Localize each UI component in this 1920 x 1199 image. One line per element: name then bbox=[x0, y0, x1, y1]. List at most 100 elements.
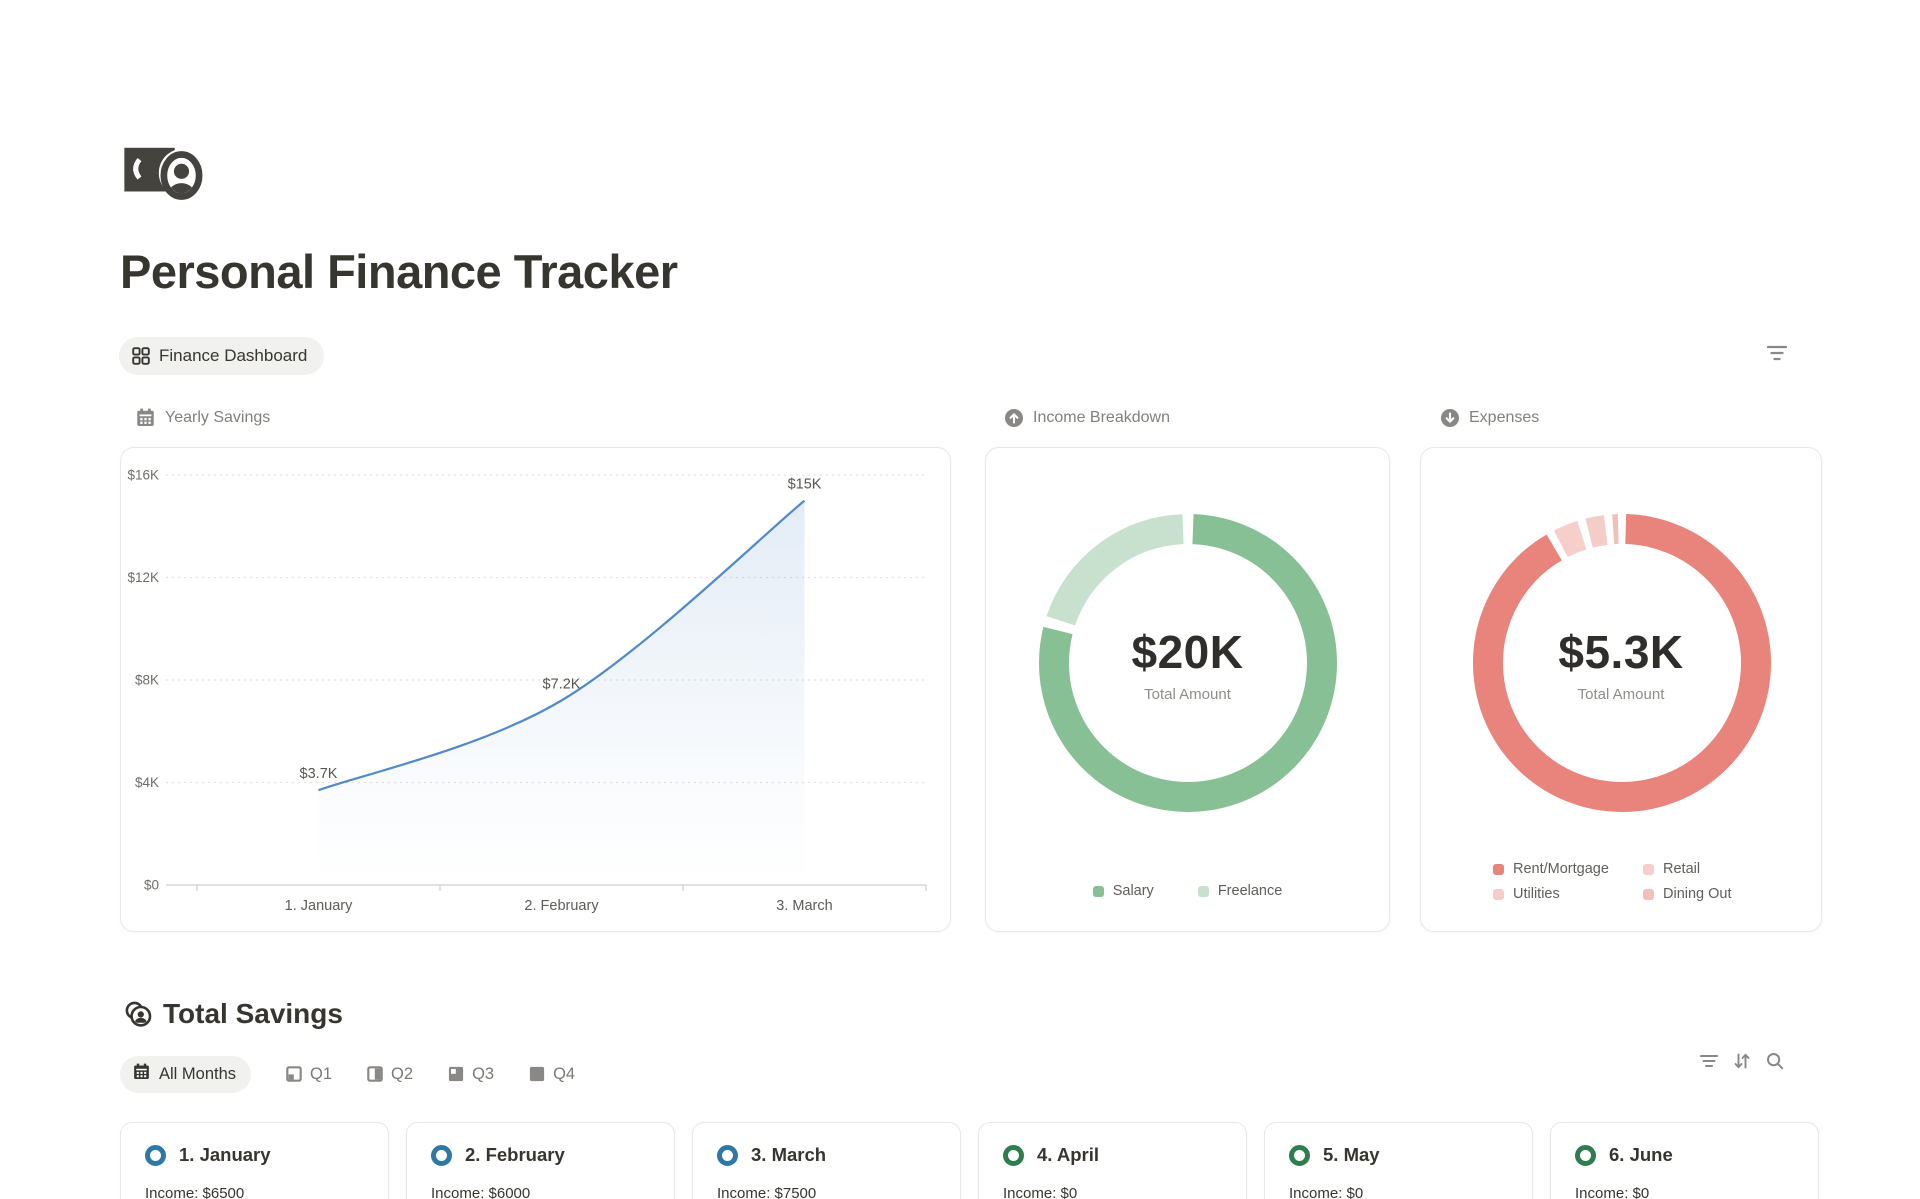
legend-label: Dining Out bbox=[1663, 886, 1732, 902]
tab-q3[interactable]: Q3 bbox=[448, 1065, 494, 1084]
month-card[interactable]: 4. April Income: $0 bbox=[978, 1122, 1247, 1199]
tab-label: Q2 bbox=[391, 1064, 414, 1083]
month-card-income: Income: $0 bbox=[1003, 1185, 1078, 1199]
month-card-title: 1. January bbox=[179, 1144, 271, 1165]
legend-swatch bbox=[1493, 863, 1504, 875]
svg-text:2. February: 2. February bbox=[524, 898, 599, 914]
section-title-income-breakdown: Income Breakdown bbox=[1004, 408, 1170, 428]
month-card[interactable]: 2. February Income: $6000 bbox=[406, 1122, 675, 1199]
status-ring-icon bbox=[717, 1144, 738, 1166]
month-card-header: 1. January bbox=[145, 1144, 364, 1166]
legend-label: Retail bbox=[1663, 861, 1701, 877]
legend-item: Freelance bbox=[1197, 882, 1283, 900]
calendar-icon bbox=[133, 1063, 150, 1085]
quarter-4-icon bbox=[529, 1066, 545, 1082]
legend-label: Utilities bbox=[1513, 886, 1560, 902]
month-card[interactable]: 6. June Income: $0 bbox=[1550, 1122, 1819, 1199]
legend-swatch bbox=[1197, 885, 1209, 897]
money-icon bbox=[121, 136, 208, 210]
income-legend: Salary Freelance bbox=[986, 882, 1389, 900]
section-title-label: Expenses bbox=[1469, 409, 1540, 426]
sort-icon[interactable] bbox=[1732, 1051, 1752, 1071]
view-tab-finance-dashboard[interactable]: Finance Dashboard bbox=[119, 337, 325, 375]
total-savings-title: Total Savings bbox=[163, 998, 343, 1029]
month-card-title: 2. February bbox=[465, 1144, 565, 1165]
month-card-header: 2. February bbox=[431, 1144, 650, 1166]
section-title-expenses: Expenses bbox=[1440, 408, 1539, 428]
legend-item: Retail bbox=[1643, 860, 1732, 878]
month-filter-tabs: All Months Q1 Q2 Q3 Q4 bbox=[120, 1055, 575, 1093]
yearly-savings-chart: $16K $12K $8K $4K $0 1. January 2. February 3. … bbox=[127, 468, 927, 914]
month-card-income: Income: $7500 bbox=[717, 1185, 817, 1199]
month-card-header: 4. April bbox=[1003, 1144, 1222, 1166]
legend-item: Utilities bbox=[1493, 885, 1643, 903]
expenses-chart bbox=[1473, 514, 1771, 812]
tab-q1[interactable]: Q1 bbox=[286, 1065, 332, 1084]
tab-label: Q3 bbox=[472, 1064, 495, 1083]
expenses-card: $5.3K Total Amount Rent/Mortgage Retail Ut… bbox=[1420, 447, 1822, 932]
svg-text:1. January: 1. January bbox=[285, 898, 353, 914]
total-savings-section-header: Total Savings bbox=[124, 998, 343, 1030]
status-ring-icon bbox=[145, 1144, 166, 1166]
svg-text:$3.7K: $3.7K bbox=[300, 766, 338, 782]
month-card[interactable]: 1. January Income: $6500 bbox=[120, 1122, 389, 1199]
legend-label: Salary bbox=[1112, 883, 1154, 899]
legend-item: Rent/Mortgage bbox=[1493, 860, 1643, 878]
tab-q2[interactable]: Q2 bbox=[367, 1065, 413, 1084]
income-breakdown-chart bbox=[1039, 514, 1337, 812]
legend-item: Salary bbox=[1092, 882, 1154, 900]
tab-all-months[interactable]: All Months bbox=[120, 1055, 252, 1093]
month-card[interactable]: 3. March Income: $7500 bbox=[692, 1122, 961, 1199]
section-title-label: Income Breakdown bbox=[1033, 409, 1170, 426]
svg-text:$12K: $12K bbox=[127, 570, 159, 585]
svg-text:$7.2K: $7.2K bbox=[543, 677, 581, 693]
quarter-1-icon bbox=[286, 1066, 302, 1082]
status-ring-icon bbox=[1003, 1144, 1024, 1166]
svg-text:3. March: 3. March bbox=[776, 898, 832, 914]
month-card-gallery: 1. January Income: $6500 2. February Income… bbox=[120, 1122, 1822, 1199]
month-card-income: Income: $0 bbox=[1575, 1185, 1650, 1199]
tab-q4[interactable]: Q4 bbox=[529, 1065, 575, 1084]
status-ring-icon bbox=[1289, 1144, 1310, 1166]
month-card-header: 3. March bbox=[717, 1144, 936, 1166]
legend-swatch bbox=[1092, 885, 1104, 897]
quarter-3-icon bbox=[448, 1066, 464, 1082]
month-card-income: Income: $6500 bbox=[145, 1185, 245, 1199]
legend-label: Freelance bbox=[1217, 883, 1283, 899]
month-card-title: 4. April bbox=[1037, 1144, 1100, 1165]
view-tab-label: Finance Dashboard bbox=[159, 346, 308, 365]
month-card[interactable]: 5. May Income: $0 bbox=[1264, 1122, 1533, 1199]
filter-icon[interactable] bbox=[1766, 342, 1788, 364]
svg-text:$15K: $15K bbox=[788, 477, 822, 493]
income-breakdown-card: $20K Total Amount Salary Freelance bbox=[985, 447, 1390, 932]
arrow-up-circle-icon bbox=[1004, 408, 1024, 428]
section-title-yearly-savings: Yearly Savings bbox=[136, 408, 270, 428]
tab-label: Q4 bbox=[553, 1064, 576, 1083]
dashboard-grid-icon bbox=[132, 347, 150, 365]
gallery-toolbar bbox=[1699, 1051, 1785, 1071]
yearly-savings-card: $16K $12K $8K $4K $0 1. January 2. February 3. … bbox=[120, 447, 951, 932]
section-title-label: Yearly Savings bbox=[165, 409, 271, 426]
svg-text:$4K: $4K bbox=[135, 775, 159, 790]
page-title: Personal Finance Tracker bbox=[120, 245, 678, 298]
month-card-income: Income: $0 bbox=[1289, 1185, 1364, 1199]
search-icon[interactable] bbox=[1765, 1051, 1785, 1071]
legend-swatch bbox=[1643, 863, 1654, 875]
month-card-title: 6. June bbox=[1609, 1144, 1673, 1165]
status-ring-icon bbox=[431, 1144, 452, 1166]
tab-label: All Months bbox=[159, 1064, 237, 1083]
month-card-income: Income: $6000 bbox=[431, 1185, 531, 1199]
month-card-title: 3. March bbox=[751, 1144, 827, 1165]
calendar-icon bbox=[136, 408, 156, 428]
month-card-header: 6. June bbox=[1575, 1144, 1794, 1166]
filter-icon[interactable] bbox=[1699, 1051, 1719, 1071]
legend-swatch bbox=[1643, 888, 1654, 900]
svg-text:$0: $0 bbox=[144, 878, 159, 893]
month-card-title: 5. May bbox=[1323, 1144, 1380, 1165]
status-ring-icon bbox=[1575, 1144, 1596, 1166]
month-card-header: 5. May bbox=[1289, 1144, 1508, 1166]
coins-icon bbox=[124, 1000, 152, 1028]
legend-label: Rent/Mortgage bbox=[1513, 861, 1609, 877]
arrow-down-circle-icon bbox=[1440, 408, 1460, 428]
